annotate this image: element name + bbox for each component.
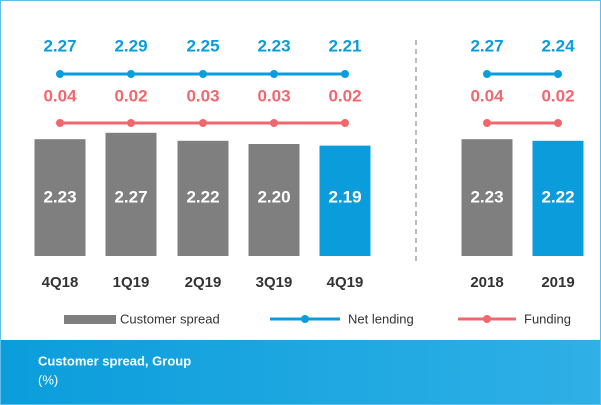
bar xyxy=(319,145,371,256)
point xyxy=(56,119,64,127)
point-label: 2.24 xyxy=(541,36,575,55)
x-tick-label: 2Q19 xyxy=(185,274,222,291)
point-label: 0.02 xyxy=(328,86,361,105)
point xyxy=(483,119,491,127)
legend-swatch xyxy=(301,315,309,323)
point xyxy=(270,119,278,127)
bar xyxy=(105,132,157,256)
point-label: 2.27 xyxy=(43,36,76,55)
point xyxy=(554,70,562,78)
point xyxy=(199,119,207,127)
legend-label: Funding xyxy=(524,311,571,326)
bar-label: 2.22 xyxy=(186,187,219,206)
point-label: 2.21 xyxy=(328,36,361,55)
bar xyxy=(177,140,229,256)
point xyxy=(483,70,491,78)
bar-label: 2.22 xyxy=(541,187,574,206)
point xyxy=(127,119,135,127)
caption-subtitle: (%) xyxy=(38,372,58,387)
bar-label: 2.27 xyxy=(114,187,147,206)
bar xyxy=(34,139,86,256)
bar-label: 2.20 xyxy=(257,187,290,206)
bar-label: 2.23 xyxy=(43,187,76,206)
point xyxy=(199,70,207,78)
bar xyxy=(461,139,513,256)
point-label: 0.02 xyxy=(114,86,147,105)
x-tick-label: 4Q19 xyxy=(327,274,364,291)
point xyxy=(270,70,278,78)
bar xyxy=(532,140,584,256)
x-tick-label: 1Q19 xyxy=(113,274,150,291)
legend-swatch xyxy=(483,315,491,323)
point-label: 0.03 xyxy=(257,86,290,105)
point-label: 2.27 xyxy=(470,36,503,55)
point-label: 0.04 xyxy=(43,86,77,105)
x-tick-label: 3Q19 xyxy=(256,274,293,291)
point-label: 2.29 xyxy=(114,36,147,55)
point-label: 2.23 xyxy=(257,36,290,55)
legend-swatch xyxy=(64,315,116,324)
legend-label: Customer spread xyxy=(120,311,220,326)
point-label: 0.03 xyxy=(186,86,219,105)
point xyxy=(554,119,562,127)
point-label: 0.04 xyxy=(470,86,504,105)
point-label: 0.02 xyxy=(541,86,574,105)
bar-label: 2.19 xyxy=(328,187,361,206)
point xyxy=(341,119,349,127)
point-label: 2.25 xyxy=(186,36,219,55)
point xyxy=(56,70,64,78)
x-tick-label: 2018 xyxy=(470,274,503,291)
bar xyxy=(248,144,300,256)
point xyxy=(341,70,349,78)
bar-label: 2.23 xyxy=(470,187,503,206)
legend-label: Net lending xyxy=(348,311,414,326)
x-tick-label: 2019 xyxy=(541,274,574,291)
point xyxy=(127,70,135,78)
caption-band xyxy=(1,340,600,404)
x-tick-label: 4Q18 xyxy=(42,274,79,291)
caption-title: Customer spread, Group xyxy=(38,353,191,368)
